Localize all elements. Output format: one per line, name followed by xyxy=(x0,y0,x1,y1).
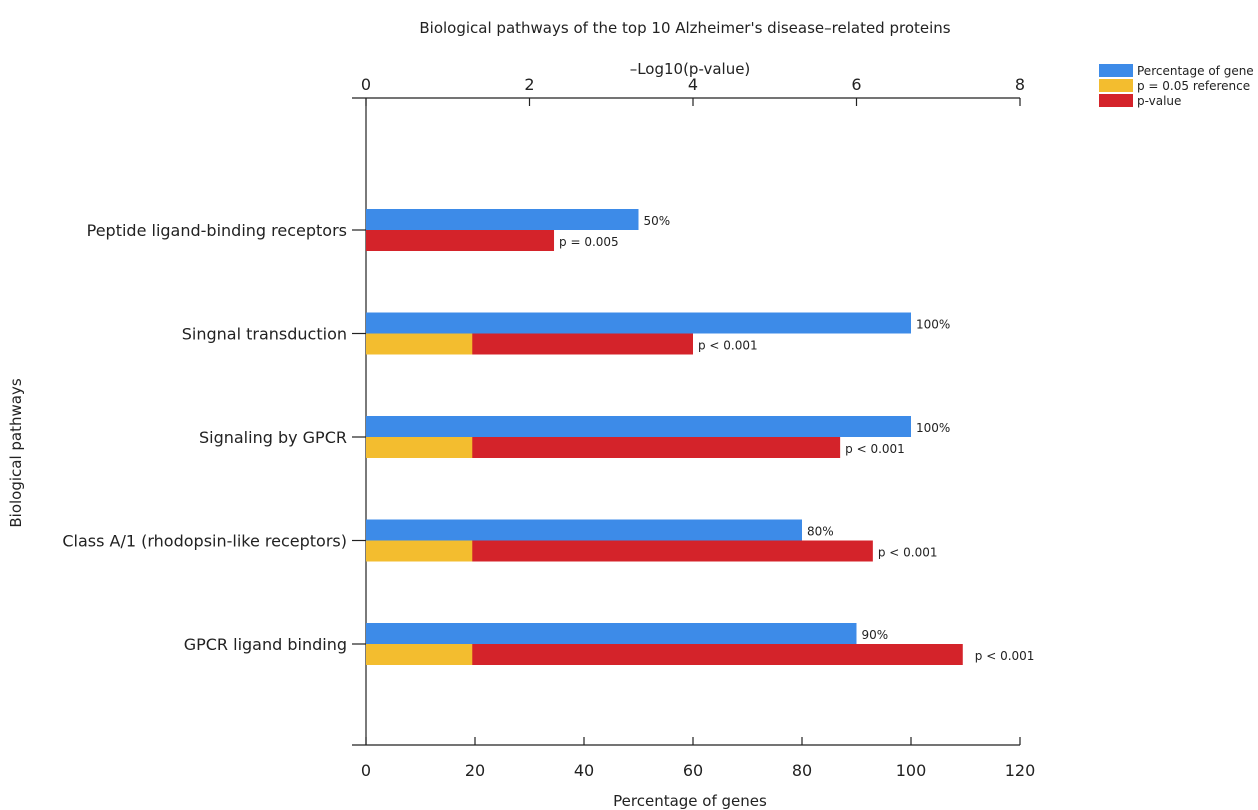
bar-p-value xyxy=(366,540,873,562)
bars: 50% p = 0.005 100% p < 0.001 100% p < 0.001 80… xyxy=(366,209,1034,665)
bar-percentage-of-gene xyxy=(366,209,639,230)
percentage-data-label: 90% xyxy=(862,628,889,642)
chart-title: Biological pathways of the top 10 Alzhei… xyxy=(419,19,950,37)
percentage-data-label: 100% xyxy=(916,318,950,332)
category-label: GPCR ligand binding xyxy=(184,635,347,654)
bottom-axis-ticks: 0 20 40 60 80 100 120 xyxy=(361,737,1035,780)
bar-p-reference xyxy=(366,540,473,562)
bar-percentage-of-gene xyxy=(366,312,911,334)
bottom-tick-label: 40 xyxy=(574,761,594,780)
bar-p-value xyxy=(366,230,555,251)
category-labels: Peptide ligand-binding receptors Singnal … xyxy=(62,221,366,654)
bar-percentage-of-gene xyxy=(366,519,802,541)
p-value-data-label: p < 0.001 xyxy=(698,339,758,353)
bar-p-value xyxy=(366,644,963,665)
p-value-data-label: p < 0.001 xyxy=(878,546,938,560)
percentage-data-label: 100% xyxy=(916,421,950,435)
top-tick-label: 4 xyxy=(688,75,698,94)
legend-label: p = 0.05 reference xyxy=(1137,79,1250,93)
bottom-tick-label: 80 xyxy=(792,761,812,780)
bottom-tick-label: 0 xyxy=(361,761,371,780)
top-tick-label: 0 xyxy=(361,75,371,94)
percentage-data-label: 80% xyxy=(807,525,834,539)
bottom-tick-label: 20 xyxy=(465,761,485,780)
category-label: Peptide ligand-binding receptors xyxy=(87,221,347,240)
legend-label: Percentage of gene xyxy=(1137,64,1254,78)
bottom-tick-label: 120 xyxy=(1005,761,1036,780)
top-tick-label: 2 xyxy=(524,75,534,94)
legend-swatch xyxy=(1099,79,1133,92)
legend-swatch xyxy=(1099,64,1133,77)
top-tick-label: 6 xyxy=(851,75,861,94)
bar-percentage-of-gene xyxy=(366,416,911,437)
p-value-data-label: p < 0.001 xyxy=(975,649,1035,663)
legend-swatch xyxy=(1099,94,1133,107)
bottom-tick-label: 100 xyxy=(896,761,927,780)
category-label: Signaling by GPCR xyxy=(199,428,347,447)
p-value-data-label: p < 0.001 xyxy=(845,442,905,456)
bar-p-value xyxy=(366,437,841,458)
percentage-data-label: 50% xyxy=(644,214,671,228)
bottom-axis-title: Percentage of genes xyxy=(613,792,767,810)
bar-p-reference xyxy=(366,644,473,665)
bar-percentage-of-gene xyxy=(366,623,857,644)
bar-p-reference xyxy=(366,333,473,355)
category-label: Class A/1 (rhodopsin-like receptors) xyxy=(62,532,347,551)
top-tick-label: 8 xyxy=(1015,75,1025,94)
bar-p-reference xyxy=(366,437,473,458)
legend-label: p-value xyxy=(1137,94,1181,108)
bottom-tick-label: 60 xyxy=(683,761,703,780)
y-axis-title: Biological pathways xyxy=(7,378,25,527)
top-axis-ticks: 0 2 4 6 8 xyxy=(361,75,1025,106)
top-axis-title: –Log10(p-value) xyxy=(630,60,751,78)
category-label: Singnal transduction xyxy=(182,325,347,344)
p-value-data-label: p = 0.005 xyxy=(559,235,619,249)
